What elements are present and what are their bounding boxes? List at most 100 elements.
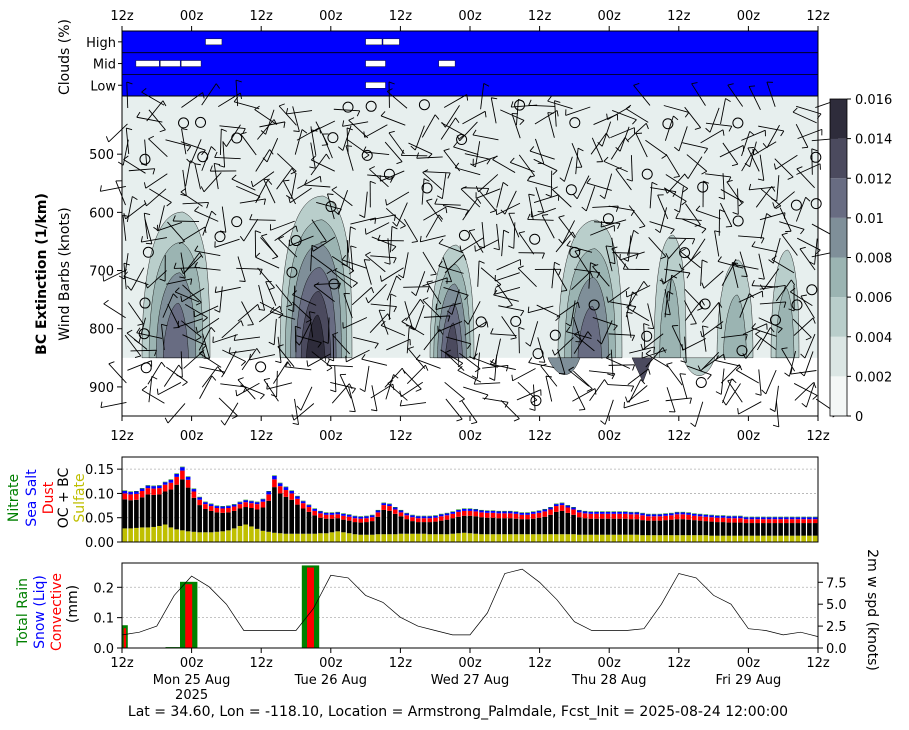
bottom-time-tick-label: 00z (598, 656, 622, 671)
wind-barb (415, 271, 426, 296)
aerosol-bar-oc-bc (772, 523, 778, 536)
wind-barb (793, 317, 814, 336)
wind-barb-flag (363, 154, 370, 159)
calm-wind-circle (699, 298, 711, 310)
aerosol-bar-dust (755, 519, 760, 524)
wind-barb-flag (705, 127, 711, 133)
wind-barb-flag (400, 225, 406, 229)
wind-barb (679, 373, 688, 399)
wind-barb (234, 101, 260, 110)
wind-barb (775, 154, 798, 170)
wind-barb-flag (327, 193, 334, 195)
aerosol-bar-sea-salt (669, 513, 674, 516)
aerosol-bar-sulfate (490, 534, 496, 542)
wind-barb-flag (490, 358, 495, 365)
main-ylabel-bold: BC Extinction (1/km) (34, 193, 50, 355)
wind-barb (333, 108, 360, 112)
aerosol-bar-sea-salt (312, 508, 317, 511)
wind-barb (680, 251, 701, 269)
wind-barb-flag (426, 198, 433, 202)
calm-wind-circle (695, 376, 707, 388)
wind-barb (182, 202, 209, 205)
aerosol-bar-oc-bc (398, 516, 404, 534)
aerosol-bar-sulfate (536, 534, 542, 542)
wind-barb-flag (680, 360, 687, 364)
wind-barb-flag (362, 146, 367, 153)
wind-barb-flag (622, 263, 627, 270)
wind-barb (558, 216, 575, 239)
extinction-contour (577, 305, 603, 359)
wind-barb (167, 221, 185, 242)
aerosol-bar-sulfate (519, 534, 525, 542)
aerosol-bar-sea-salt (185, 476, 191, 480)
wind-barb (235, 80, 239, 107)
wind-barb (760, 188, 782, 207)
calm-wind-circle (325, 201, 337, 213)
bottom-time-tick-label: 12z (110, 656, 134, 671)
aerosol-bar-sea-salt (461, 508, 467, 511)
aerosol-bar-sea-salt (559, 503, 565, 506)
aerosol-bar-oc-bc (433, 521, 438, 535)
aerosol-bar-sulfate (812, 535, 818, 542)
wind-barb-flag (519, 120, 525, 125)
aerosol-bar-sulfate (542, 534, 548, 542)
wind-barb-flag (194, 245, 199, 252)
wind-barb (665, 153, 681, 177)
wind-barb (463, 386, 489, 396)
aerosol-bar-dust (272, 479, 277, 488)
aerosol-bar-dust (231, 506, 237, 511)
wind-barb-flag (518, 231, 525, 234)
aerosol-bar-dust (789, 519, 795, 524)
wind-barb (805, 382, 816, 408)
wind-barb-flag (599, 194, 605, 200)
aerosol-bar-sulfate (404, 533, 410, 542)
aerosol-bar-dust (542, 511, 548, 517)
wind-barb-flag (679, 263, 683, 270)
wind-barb (591, 137, 604, 162)
wind-barb (258, 284, 266, 311)
wind-barb (166, 366, 188, 383)
wind-barb (308, 311, 314, 338)
wind-barb (198, 327, 212, 351)
aerosol-bar-oc-bc (697, 520, 703, 536)
clouds-row-label: High (86, 36, 116, 51)
aerosol-bar-dust (663, 515, 668, 521)
aerosol-bar-dust (358, 518, 364, 523)
wind-barb (445, 336, 472, 345)
wind-barb (387, 238, 391, 265)
wind-barb (136, 332, 163, 339)
wind-barb-flag (529, 146, 535, 152)
wind-barb (157, 382, 182, 396)
aerosol-bar-dust (226, 508, 231, 513)
wind-barb-flag (528, 193, 535, 196)
wind-barb-flag (728, 125, 733, 132)
wind-barb (472, 155, 498, 166)
aerosol-bar-dust (243, 502, 248, 508)
wind-barb-flag (209, 165, 213, 172)
wind-barb-flag (374, 343, 379, 349)
wind-barb-flag (322, 340, 329, 344)
aerosol-bar-dust (157, 488, 162, 495)
wind-barb-flag (800, 294, 807, 297)
calm-wind-circle (510, 315, 522, 327)
wind-barb-flag (330, 389, 337, 393)
aerosol-bar-dust (277, 486, 283, 494)
wind-barb (127, 360, 152, 371)
precip-panel: 0.00.10.20.02.55.07.5 (93, 562, 847, 657)
wind-barb (604, 173, 613, 199)
wind-barb (365, 222, 390, 235)
wind-barb-flag (459, 245, 462, 252)
wind-barb-flag (255, 230, 262, 234)
wind-barb (123, 263, 127, 290)
wind-barb-flag (237, 377, 244, 381)
wind-barb (313, 285, 335, 302)
calm-wind-circle (732, 215, 744, 227)
wind-barb (478, 174, 499, 193)
wind-barb-flag (447, 315, 451, 322)
wind-barb (147, 361, 162, 385)
wind-barb-flag (393, 306, 397, 313)
wind-barb-flag (503, 229, 510, 234)
wind-barb-flag (625, 396, 628, 403)
wind-barb-flag (349, 410, 356, 413)
wind-barb (185, 160, 191, 187)
